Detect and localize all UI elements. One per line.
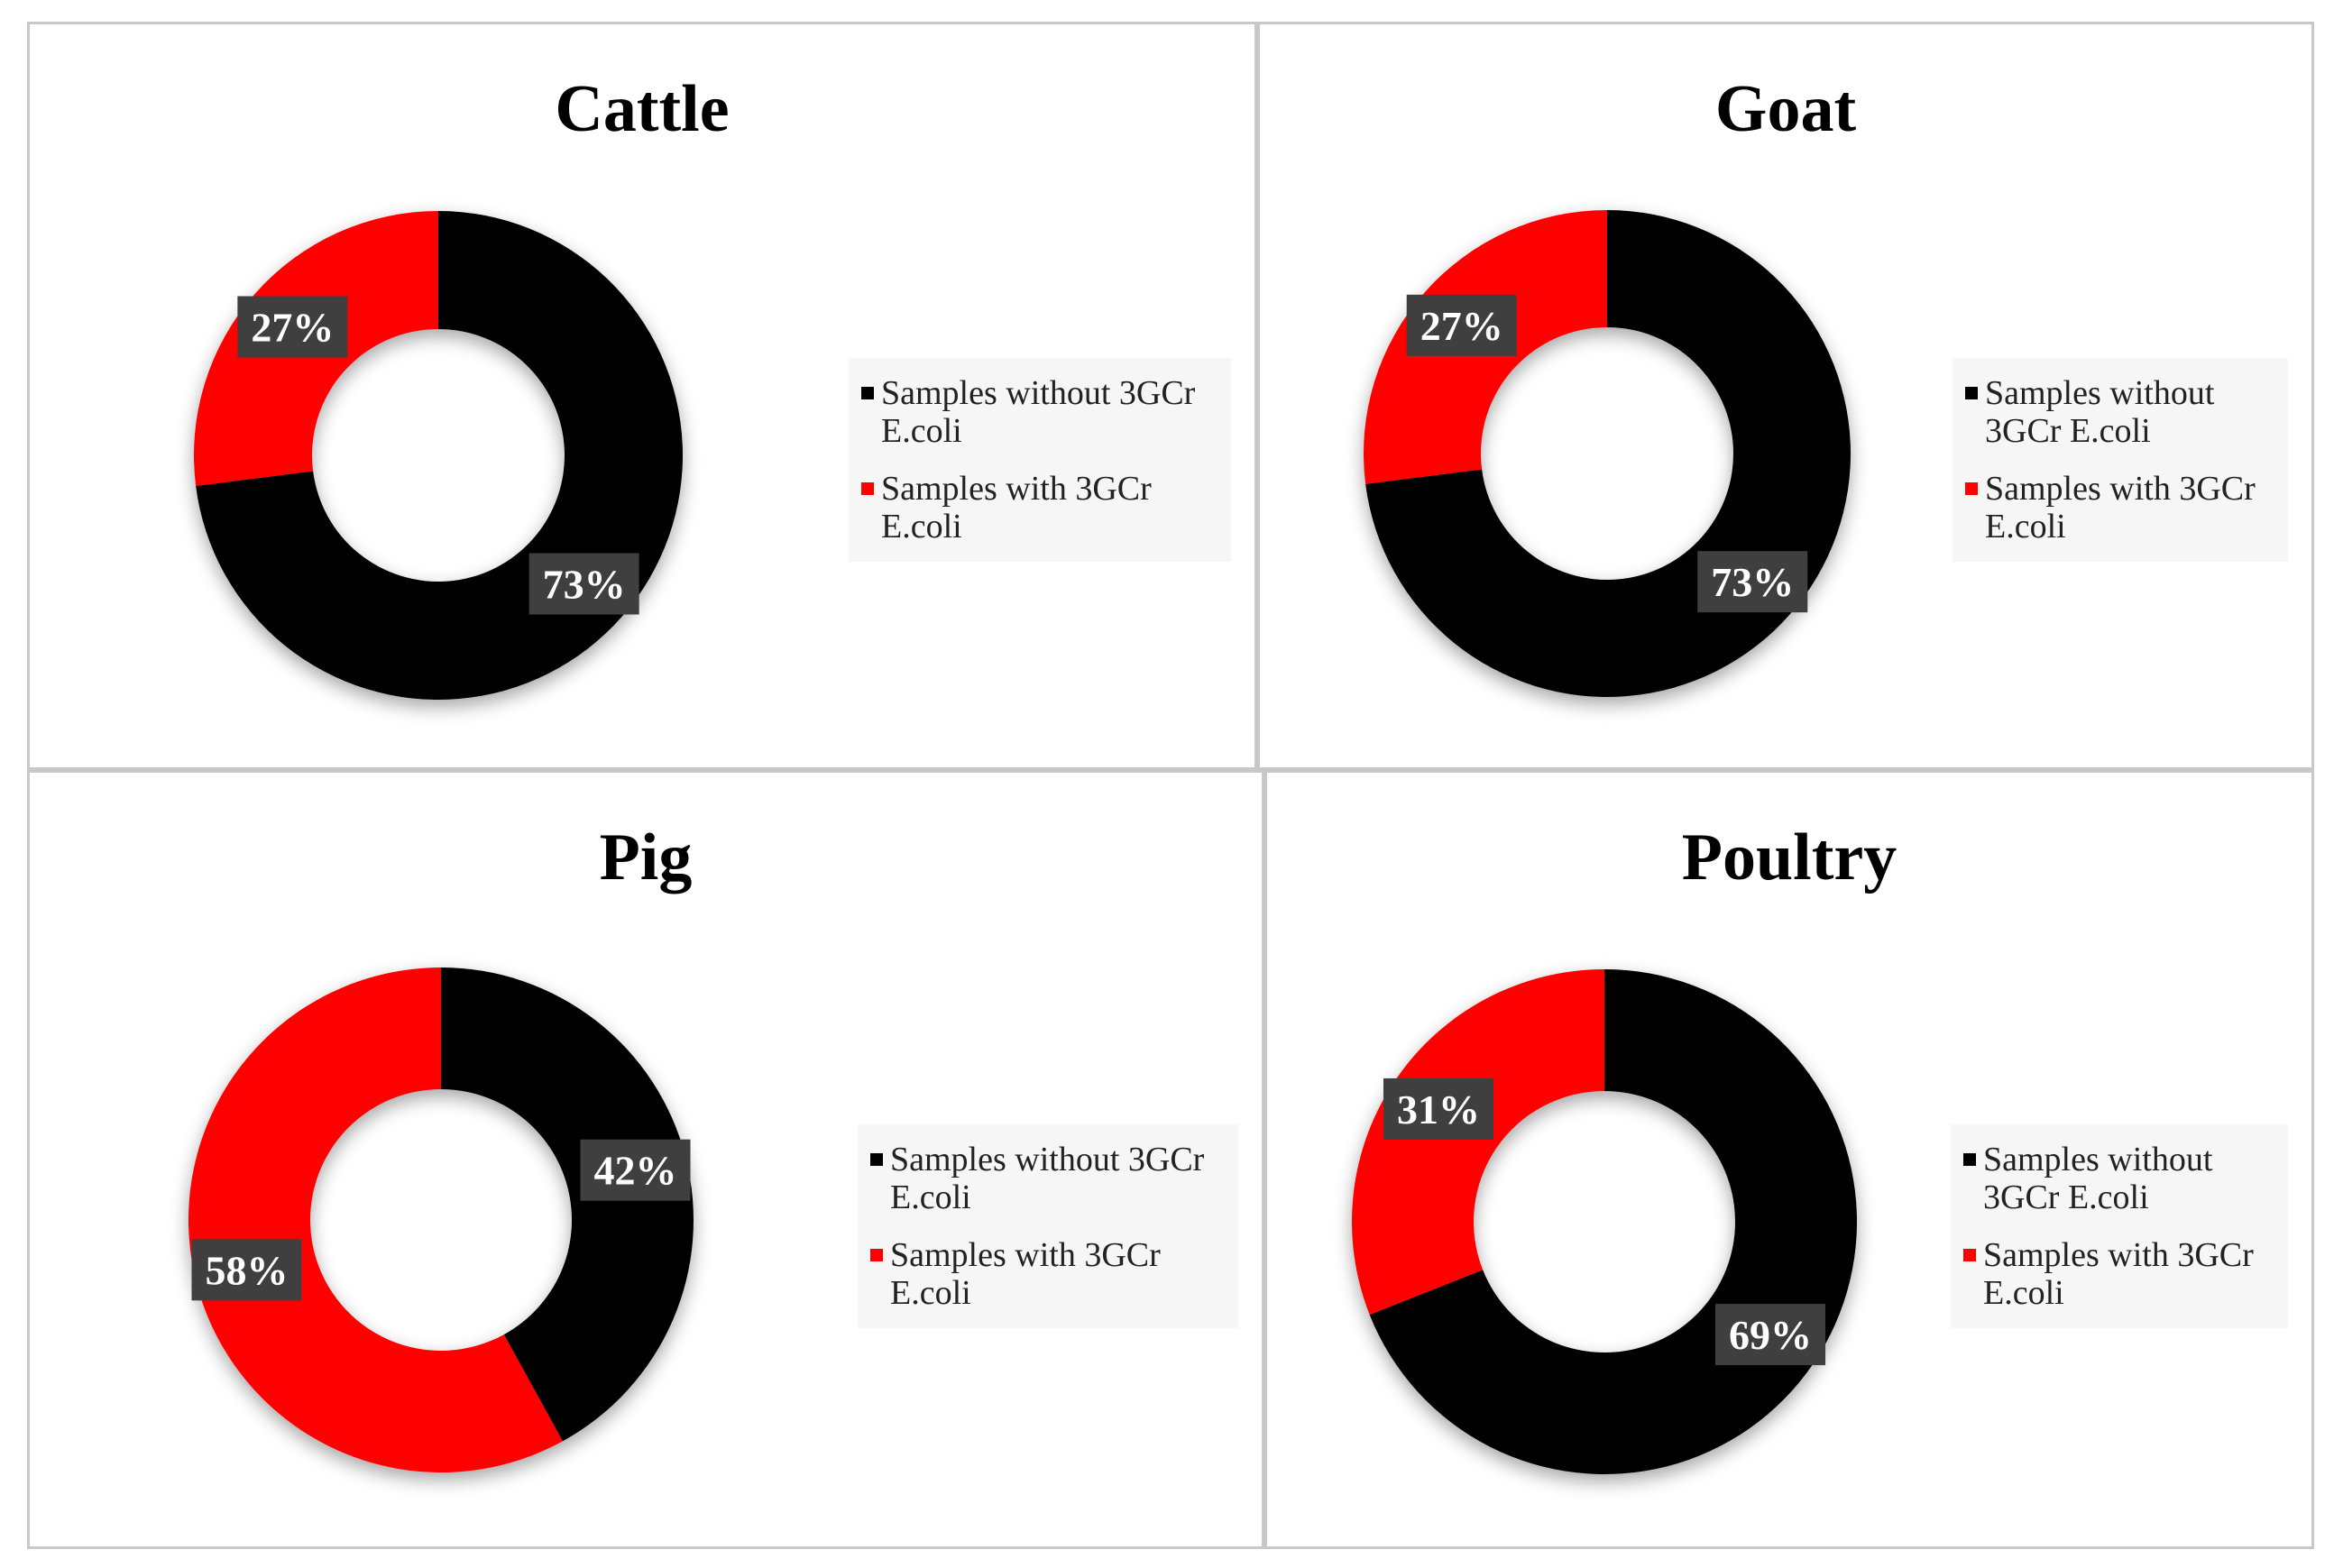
data-label-box — [1697, 551, 1808, 613]
data-label: 31% — [1383, 1077, 1493, 1140]
legend-item-without: Samples without 3GCr E.coli — [1965, 374, 2275, 450]
data-label: 73% — [1697, 551, 1808, 613]
data-label-text: 58% — [205, 1247, 288, 1293]
legend-swatch-red — [861, 482, 874, 495]
data-label-box — [1383, 1077, 1493, 1140]
data-label: 69% — [1715, 1304, 1826, 1366]
donut-chart: 73% 27% — [194, 211, 684, 700]
legend-swatch-black — [1965, 387, 1978, 399]
legend-item-with: Samples with 3GCr E.coli — [861, 470, 1218, 546]
chart-legend: Samples without 3GCr E.coli Samples with… — [858, 1124, 1238, 1328]
chart-panel-cattle: Cattle 73% 27% Samples without 3GCr E.col… — [27, 22, 1257, 770]
data-label-text: 42% — [594, 1148, 677, 1194]
legend-swatch-red — [1963, 1249, 1976, 1261]
chart-title: Cattle — [555, 72, 730, 146]
legend-item-with: Samples with 3GCr E.coli — [1965, 470, 2275, 546]
legend-swatch-red — [870, 1249, 883, 1261]
chart-legend: Samples without 3GCr E.coli Samples with… — [1951, 1124, 2288, 1328]
legend-label: Samples with 3GCr E.coli — [1983, 1236, 2254, 1312]
data-label-text: 73% — [543, 562, 626, 608]
data-label-text: 31% — [1397, 1087, 1480, 1132]
donut-slice-with — [1352, 969, 1604, 1316]
legend-item-without: Samples without 3GCr E.coli — [1963, 1141, 2275, 1216]
legend-label: Samples without 3GCr E.coli — [1983, 1141, 2213, 1216]
data-label-text: 27% — [251, 304, 334, 350]
data-label-box — [1406, 294, 1517, 356]
legend-item-with: Samples with 3GCr E.coli — [870, 1236, 1226, 1312]
legend-label: Samples with 3GCr E.coli — [890, 1236, 1161, 1312]
data-label-box — [580, 1139, 691, 1201]
data-label-text: 69% — [1729, 1312, 1812, 1358]
chart-panel-poultry: Poultry 69% 31% Samples without 3GCr E.co… — [1264, 770, 2314, 1549]
chart-title: Goat — [1714, 72, 1857, 146]
donut-chart: 69% 31% — [1352, 969, 1857, 1474]
donut-chart: 73% 27% — [1364, 210, 1851, 697]
legend-item-without: Samples without 3GCr E.coli — [861, 374, 1218, 450]
donut-chart: 42% 58% — [188, 967, 694, 1472]
legend-label: Samples without 3GCr E.coli — [881, 374, 1196, 450]
legend-swatch-black — [1963, 1153, 1976, 1166]
chart-panel-pig: Pig 42% 58% Samples without 3GCr E.coli S… — [27, 770, 1264, 1549]
chart-legend: Samples without 3GCr E.coli Samples with… — [849, 358, 1231, 562]
chart-panel-goat: Goat 73% 27% Samples without 3GCr E.coli … — [1257, 22, 2314, 770]
data-label-box — [1715, 1304, 1826, 1366]
chart-legend: Samples without 3GCr E.coli Samples with… — [1953, 358, 2288, 562]
legend-label: Samples without 3GCr E.coli — [1985, 374, 2215, 450]
data-label-box — [237, 296, 348, 358]
data-label: 42% — [580, 1139, 691, 1201]
legend-label: Samples without 3GCr E.coli — [890, 1141, 1205, 1216]
data-label-text: 27% — [1420, 303, 1503, 349]
data-label-box — [528, 553, 639, 615]
chart-title: Poultry — [1681, 821, 1898, 894]
chart-title: Pig — [599, 821, 693, 894]
legend-label: Samples with 3GCr E.coli — [1985, 470, 2256, 546]
data-label: 27% — [237, 296, 348, 358]
legend-swatch-black — [861, 387, 874, 399]
data-label: 58% — [191, 1239, 302, 1301]
legend-item-with: Samples with 3GCr E.coli — [1963, 1236, 2275, 1312]
legend-swatch-red — [1965, 482, 1978, 495]
legend-swatch-black — [870, 1153, 883, 1166]
data-label: 73% — [528, 553, 639, 615]
donut-slice-with — [188, 967, 563, 1472]
data-label-text: 73% — [1711, 559, 1794, 605]
data-label: 27% — [1406, 294, 1517, 356]
legend-item-without: Samples without 3GCr E.coli — [870, 1141, 1226, 1216]
data-label-box — [191, 1239, 302, 1301]
legend-label: Samples with 3GCr E.coli — [881, 470, 1152, 546]
donut-slice-without — [441, 967, 694, 1442]
